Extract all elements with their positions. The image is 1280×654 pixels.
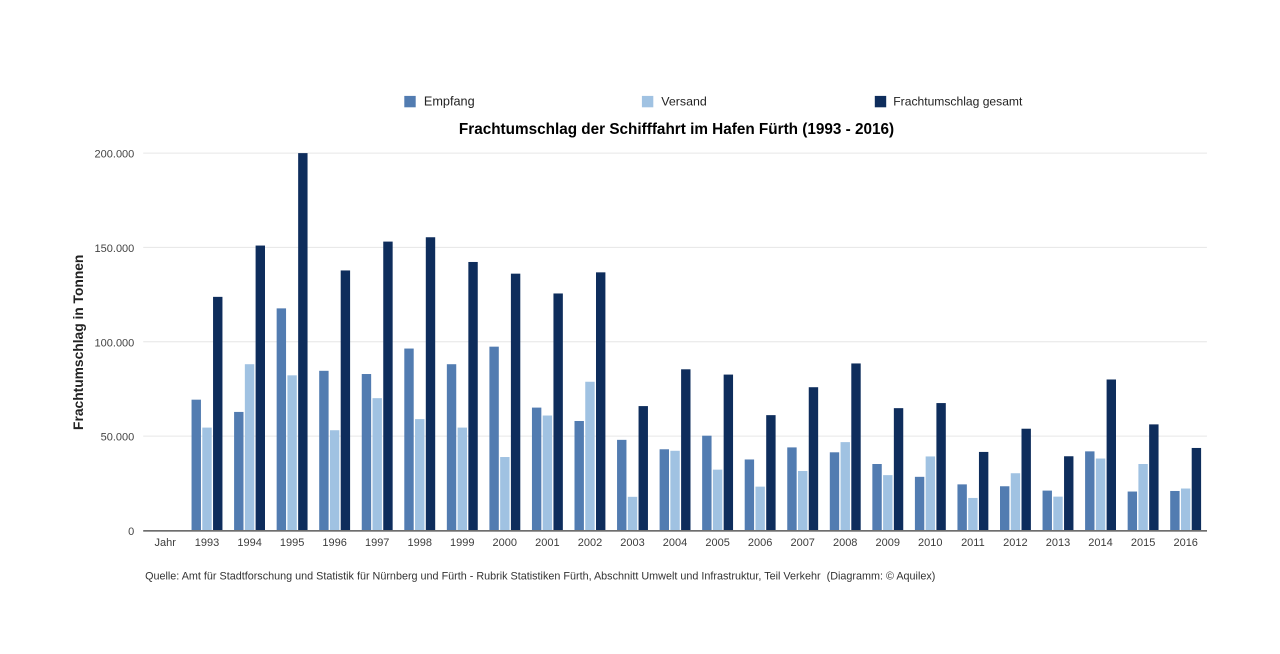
svg-text:Jahr: Jahr (154, 537, 176, 549)
svg-text:Frachtumschlag gesamt: Frachtumschlag gesamt (893, 95, 1023, 109)
svg-text:1998: 1998 (408, 537, 432, 549)
svg-text:2009: 2009 (876, 537, 900, 549)
svg-text:2007: 2007 (790, 537, 814, 549)
svg-text:200.000: 200.000 (95, 149, 135, 161)
svg-text:Quelle: Amt für Stadtforschung: Quelle: Amt für Stadtforschung und Stati… (145, 571, 935, 583)
svg-text:1995: 1995 (280, 537, 304, 549)
svg-text:2015: 2015 (1131, 537, 1155, 549)
svg-text:2004: 2004 (663, 537, 687, 549)
svg-text:2003: 2003 (620, 537, 644, 549)
svg-text:150.000: 150.000 (95, 243, 135, 255)
svg-text:1993: 1993 (195, 537, 219, 549)
svg-text:2016: 2016 (1173, 537, 1197, 549)
svg-text:0: 0 (128, 526, 134, 538)
svg-text:1996: 1996 (322, 537, 346, 549)
svg-text:2008: 2008 (833, 537, 857, 549)
svg-text:2005: 2005 (705, 537, 729, 549)
svg-text:1994: 1994 (237, 537, 261, 549)
svg-text:2012: 2012 (1003, 537, 1027, 549)
svg-text:2010: 2010 (918, 537, 942, 549)
svg-text:2001: 2001 (535, 537, 559, 549)
svg-text:Empfang: Empfang (424, 95, 475, 109)
svg-text:50.000: 50.000 (101, 432, 135, 444)
svg-text:2011: 2011 (961, 537, 985, 549)
svg-text:Versand: Versand (661, 95, 707, 109)
svg-text:2002: 2002 (578, 537, 602, 549)
svg-text:2013: 2013 (1046, 537, 1070, 549)
svg-text:1997: 1997 (365, 537, 389, 549)
svg-text:2014: 2014 (1088, 537, 1112, 549)
svg-text:2006: 2006 (748, 537, 772, 549)
svg-text:Frachtumschlag in Tonnen: Frachtumschlag in Tonnen (71, 255, 86, 430)
svg-text:100.000: 100.000 (95, 337, 135, 349)
svg-text:Frachtumschlag der Schifffahrt: Frachtumschlag der Schifffahrt im Hafen … (459, 121, 894, 138)
svg-text:1999: 1999 (450, 537, 474, 549)
svg-text:2000: 2000 (493, 537, 517, 549)
